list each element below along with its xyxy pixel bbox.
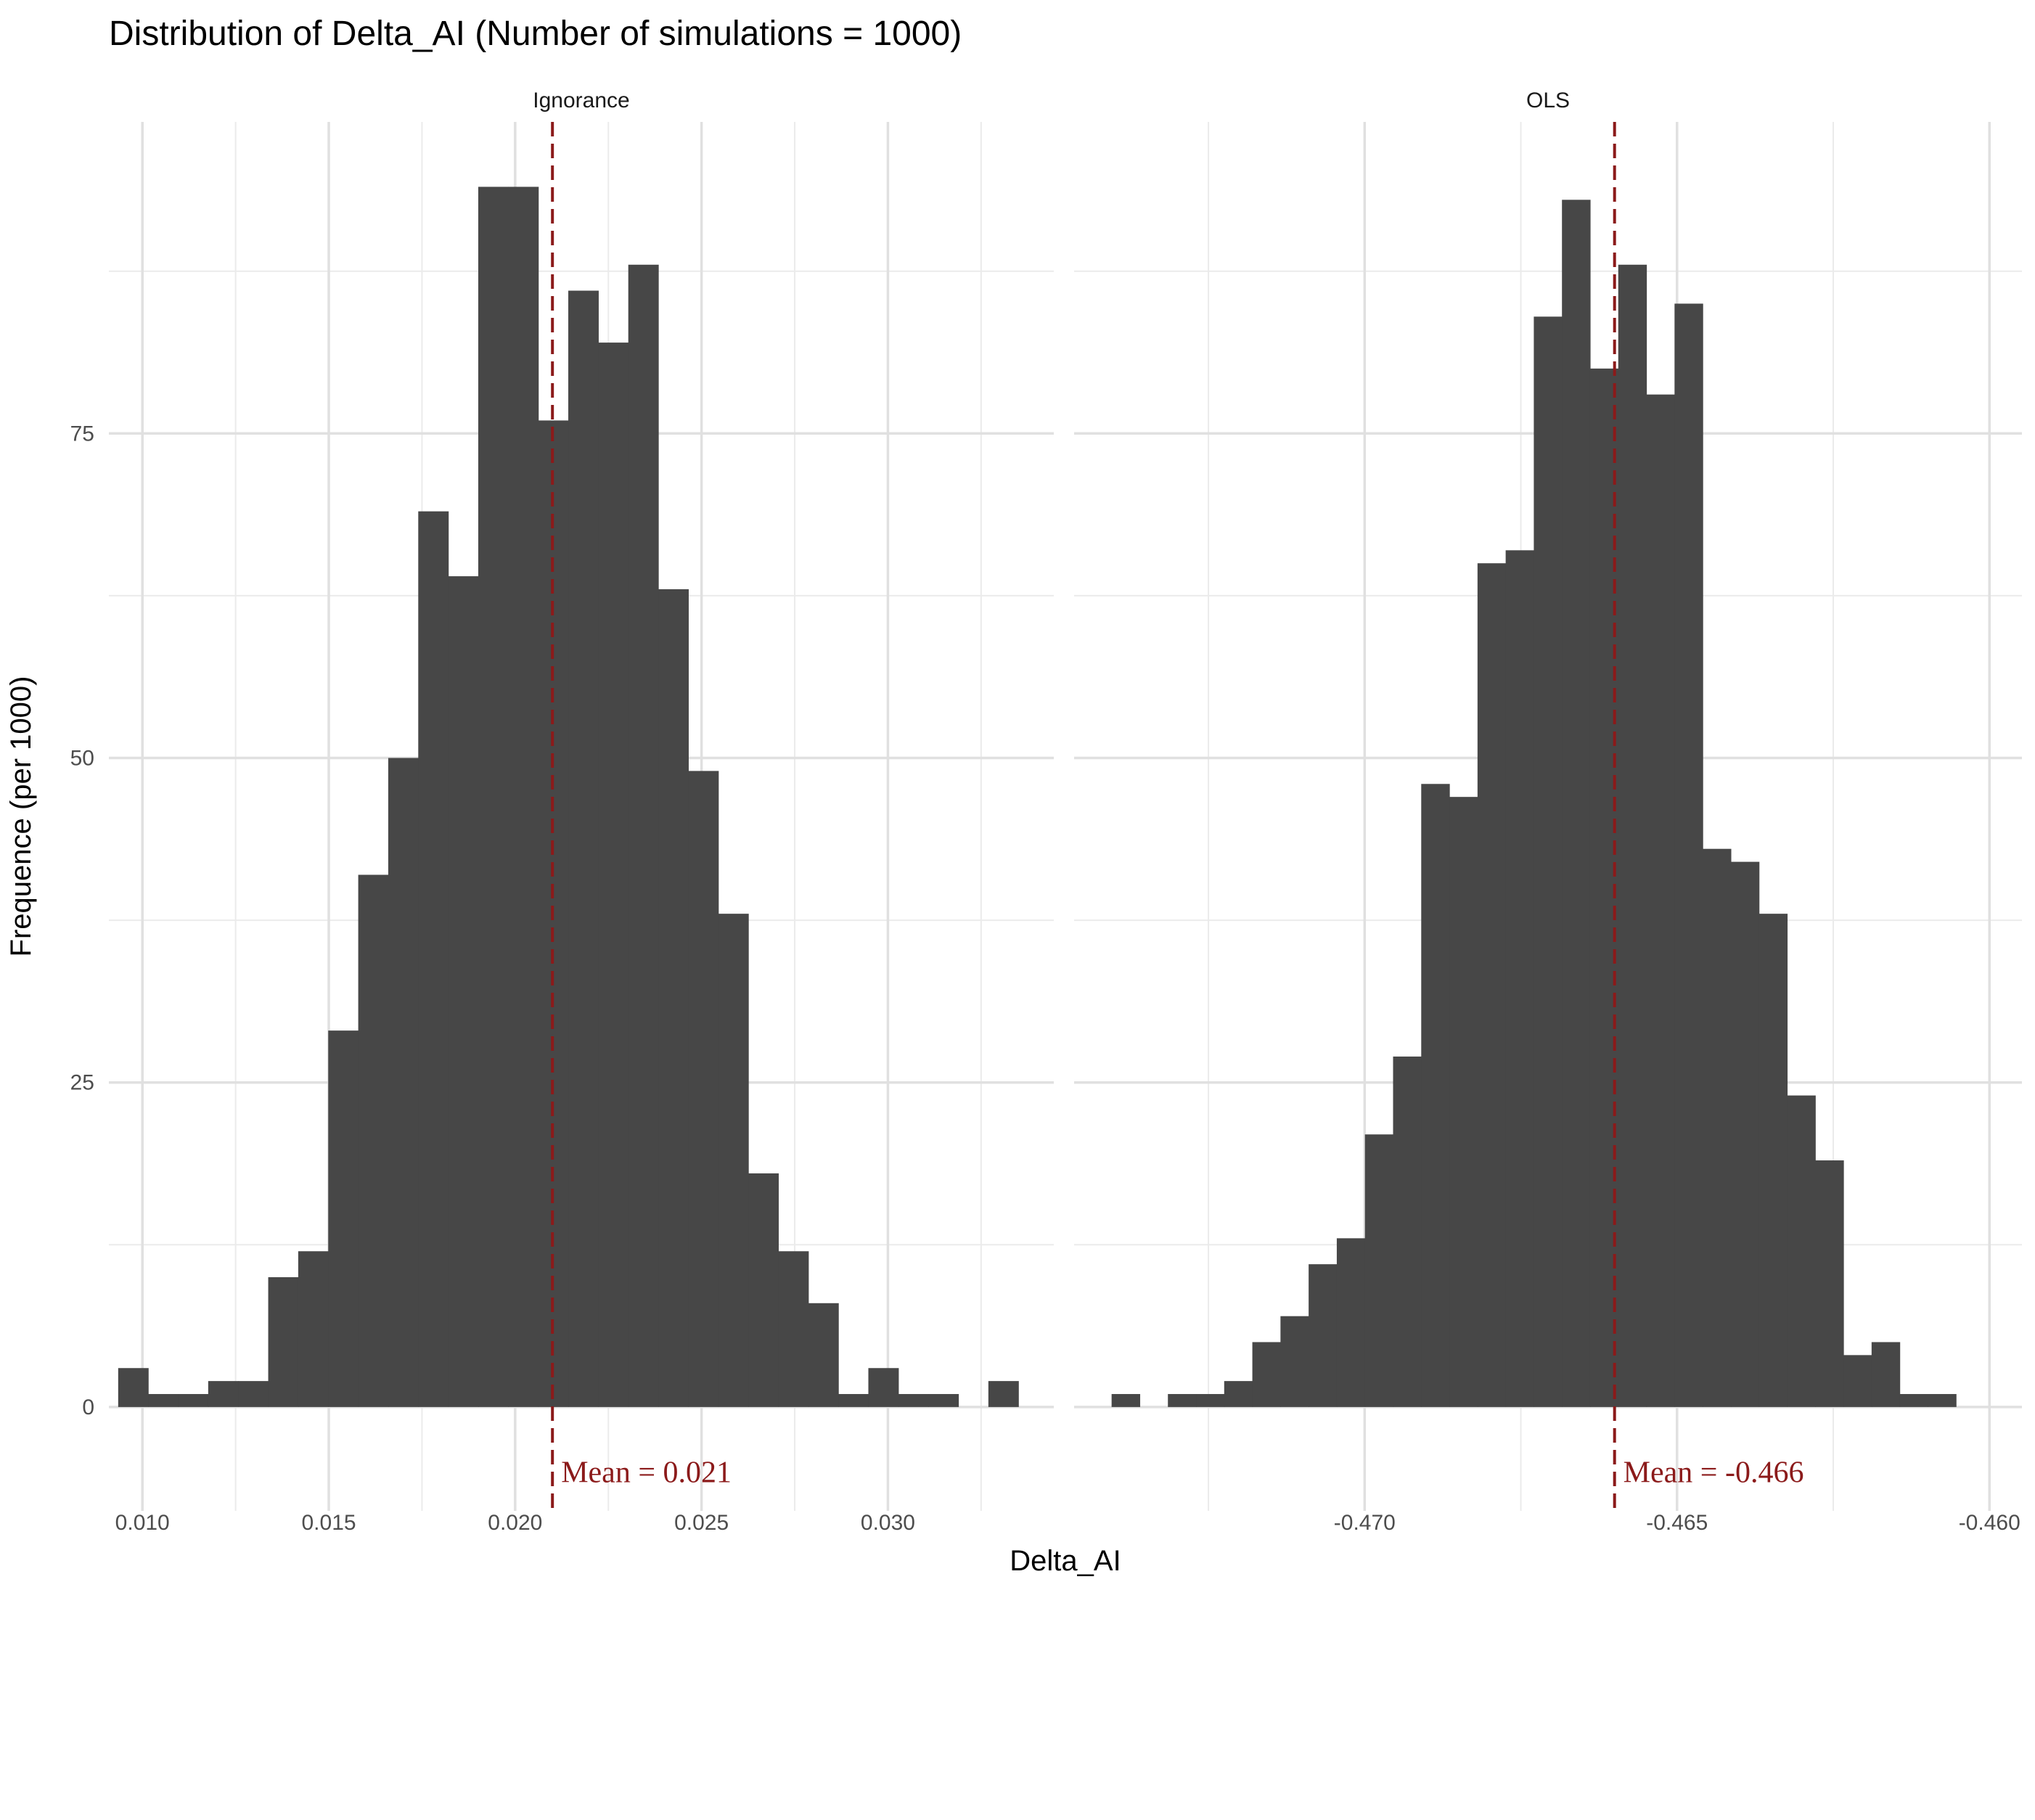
histogram-bar xyxy=(1505,550,1535,1407)
histogram-bar xyxy=(1674,303,1703,1407)
histogram-bar xyxy=(1336,1238,1366,1407)
histogram-bar xyxy=(928,1394,959,1407)
mean-label: Mean = -0.466 xyxy=(1624,1456,1804,1490)
histogram-bar xyxy=(808,1303,839,1407)
histogram-bar xyxy=(1111,1394,1141,1407)
y-axis-ticks: 0 25 50 75 xyxy=(70,422,94,1419)
histogram-bar xyxy=(1703,848,1732,1407)
histogram-bar xyxy=(1449,797,1478,1407)
histogram-bar xyxy=(1534,316,1563,1407)
x-axis-title: Delta_AI xyxy=(1010,1545,1121,1577)
histogram-bar xyxy=(568,290,599,1407)
histogram-bar xyxy=(1899,1394,1928,1407)
histogram-bar xyxy=(478,186,509,1407)
histogram-bar xyxy=(118,1368,149,1407)
facet-strip-label: Ignorance xyxy=(533,89,629,112)
x-tick-label: -0.460 xyxy=(1959,1511,2020,1535)
histogram-bar xyxy=(1196,1394,1225,1407)
histogram-bar xyxy=(1168,1394,1197,1407)
histogram-bar xyxy=(598,343,629,1407)
histogram-bar xyxy=(508,186,539,1407)
histogram-bar xyxy=(1730,861,1760,1407)
y-tick-label: 0 xyxy=(82,1395,94,1419)
x-tick-label: 0.015 xyxy=(301,1511,356,1535)
histogram-bar xyxy=(1562,200,1591,1407)
histogram-bar xyxy=(1815,1160,1844,1407)
x-tick-label: 0.025 xyxy=(674,1511,729,1535)
histogram-bar xyxy=(1252,1342,1281,1407)
histogram-bar xyxy=(988,1381,1019,1407)
histogram-bar xyxy=(178,1394,209,1407)
facet-panels: Mean = 0.021 Ignorance 0.010 0.015 0.020 0.02… xyxy=(109,89,2022,1535)
y-tick-label: 50 xyxy=(70,747,94,771)
y-axis-title: Frequence (per 1000) xyxy=(5,676,37,957)
x-tick-label: 0.010 xyxy=(115,1511,170,1535)
histogram-bar xyxy=(1787,1095,1816,1407)
histogram-bar xyxy=(298,1251,329,1407)
histogram-bar xyxy=(1364,1134,1394,1407)
histogram-bar xyxy=(238,1381,269,1407)
x-tick-label: -0.470 xyxy=(1334,1511,1396,1535)
histogram-bar xyxy=(418,511,449,1407)
histogram-bar xyxy=(718,914,749,1407)
histogram-bar xyxy=(1618,264,1647,1407)
histogram-bar xyxy=(1309,1264,1338,1407)
panel-ols: Mean = -0.466 OLS -0.470 -0.465 -0.460 xyxy=(1074,89,2022,1535)
histogram-bar xyxy=(448,576,479,1407)
histogram-bar xyxy=(1280,1316,1309,1407)
histogram-bar xyxy=(898,1394,929,1407)
histogram-bar xyxy=(388,758,419,1407)
x-tick-label: 0.020 xyxy=(488,1511,542,1535)
histogram-bar xyxy=(658,589,689,1407)
y-tick-label: 75 xyxy=(70,422,94,446)
facet-strip-label: OLS xyxy=(1526,89,1570,112)
x-tick-label: -0.465 xyxy=(1646,1511,1708,1535)
histogram-bar xyxy=(778,1251,809,1407)
histogram-bar xyxy=(1393,1056,1422,1407)
panel-ignorance: Mean = 0.021 Ignorance 0.010 0.015 0.020 0.02… xyxy=(109,89,1054,1535)
chart-title: Distribution of Delta_AI (Number of simu… xyxy=(109,15,962,53)
histogram-bar xyxy=(1646,394,1675,1407)
histogram-bar xyxy=(1421,784,1450,1407)
histogram-bar xyxy=(748,1173,779,1407)
histogram-bar xyxy=(868,1368,899,1407)
histogram-bar xyxy=(1477,563,1507,1407)
histogram-bar xyxy=(628,264,659,1407)
histogram-bar xyxy=(148,1394,179,1407)
x-tick-label: 0.030 xyxy=(861,1511,915,1535)
y-tick-label: 25 xyxy=(70,1071,94,1095)
histogram-bar xyxy=(1871,1342,1901,1407)
histogram-bar xyxy=(268,1277,299,1407)
histogram-bar xyxy=(328,1030,359,1407)
mean-label: Mean = 0.021 xyxy=(561,1456,732,1490)
histogram-bar xyxy=(208,1381,239,1407)
histogram-bar xyxy=(1928,1394,1957,1407)
histogram-bar xyxy=(1224,1381,1253,1407)
histogram-bar xyxy=(688,771,719,1407)
histogram-bar xyxy=(1843,1355,1872,1407)
histogram-bar xyxy=(358,874,389,1407)
histogram-bar xyxy=(1758,914,1788,1407)
histogram-bar xyxy=(838,1394,869,1407)
